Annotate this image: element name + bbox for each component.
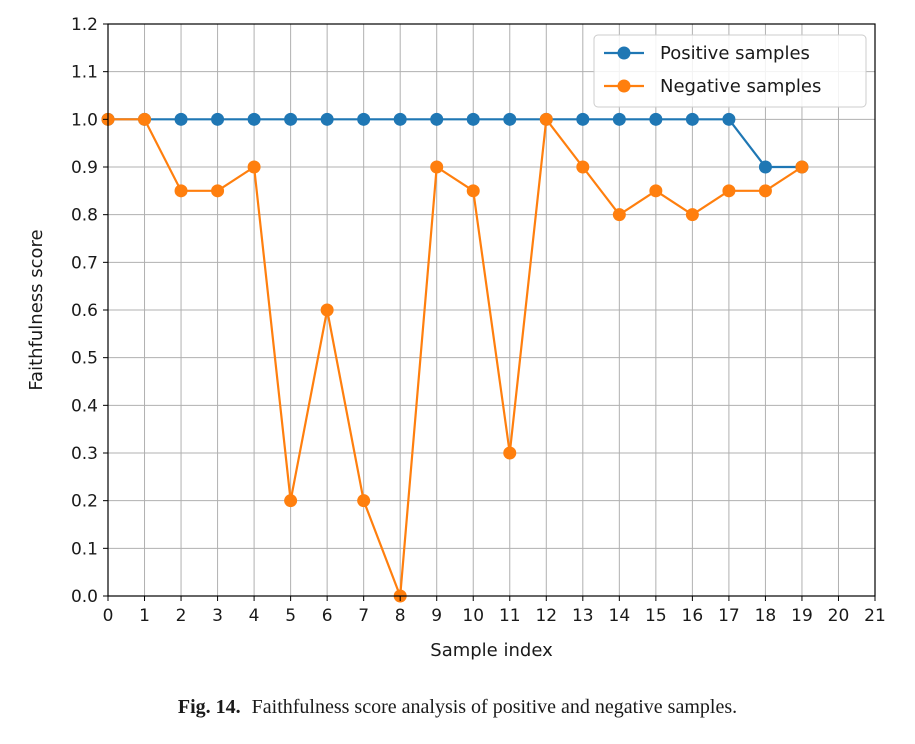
y-tick-label: 0.1 (71, 539, 98, 559)
x-tick-label: 21 (864, 606, 886, 626)
x-axis-label: Sample index (430, 640, 553, 661)
legend-label: Negative samples (660, 76, 821, 97)
x-tick-label: 18 (755, 606, 777, 626)
data-point (174, 112, 188, 126)
legend: Positive samples Negative samples (593, 34, 867, 108)
x-tick-label: 16 (682, 606, 704, 626)
x-tick-label: 2 (176, 606, 187, 626)
x-tick-label: 10 (462, 606, 484, 626)
data-point (211, 184, 225, 198)
series-line (108, 118, 802, 169)
caption-text: Faithfulness score analysis of positive … (251, 696, 738, 718)
x-tick-label: 9 (431, 606, 442, 626)
legend-box (593, 34, 867, 108)
y-tick-label: 0.4 (71, 396, 98, 416)
y-tick-label: 0.7 (71, 253, 98, 273)
ticks: 0 1 2 3 4 5 6 7 8 9 10 11 12 13 14 15 16 17 18 19 20 210.00.1… (71, 15, 886, 626)
series-negative (101, 112, 809, 603)
x-tick-label: 11 (499, 606, 521, 626)
data-point (320, 303, 334, 317)
x-tick-label: 4 (249, 606, 260, 626)
x-tick-label: 8 (395, 606, 406, 626)
x-tick-label: 15 (645, 606, 667, 626)
data-point (503, 112, 517, 126)
data-point (722, 184, 736, 198)
data-point (430, 160, 444, 174)
data-point (722, 112, 736, 126)
data-point (612, 112, 626, 126)
y-tick-label: 0.5 (71, 349, 98, 369)
data-point (211, 112, 225, 126)
data-point (466, 184, 480, 198)
data-point (138, 112, 152, 126)
series-layer (101, 112, 809, 603)
series-positive (101, 112, 809, 174)
y-tick-label: 0.9 (71, 158, 98, 178)
y-tick-label: 0.2 (71, 492, 98, 512)
x-tick-label: 1 (139, 606, 150, 626)
x-tick-label: 14 (609, 606, 631, 626)
data-point (612, 208, 626, 222)
legend-marker (617, 46, 631, 60)
data-point (284, 494, 298, 508)
data-point (576, 112, 590, 126)
x-tick-label: 0 (103, 606, 114, 626)
chart: 0 1 2 3 4 5 6 7 8 9 10 11 12 13 14 15 16 17 18 19 20 210.00.1… (26, 15, 886, 661)
data-point (174, 184, 188, 198)
data-point (649, 184, 663, 198)
x-tick-label: 3 (212, 606, 223, 626)
y-tick-label: 0.8 (71, 206, 98, 226)
x-tick-label: 7 (358, 606, 369, 626)
data-point (357, 494, 371, 508)
data-point (247, 160, 261, 174)
x-tick-label: 12 (535, 606, 557, 626)
data-point (576, 160, 590, 174)
data-point (503, 446, 517, 460)
data-point (649, 112, 663, 126)
y-tick-label: 1.2 (71, 15, 98, 35)
y-tick-label: 0.3 (71, 444, 98, 464)
figure-caption: Fig. 14. Faithfulness score analysis of … (0, 696, 915, 719)
y-axis-label: Faithfulness score (26, 229, 47, 390)
legend-marker (617, 79, 631, 93)
x-tick-label: 19 (791, 606, 813, 626)
legend-label: Positive samples (660, 43, 810, 64)
x-tick-label: 13 (572, 606, 594, 626)
x-tick-label: 20 (828, 606, 850, 626)
series-line (108, 116, 803, 597)
y-tick-label: 1.1 (71, 63, 98, 83)
data-point (393, 112, 407, 126)
data-point (284, 112, 298, 126)
data-point (685, 112, 699, 126)
caption-label: Fig. 14. (177, 696, 241, 718)
y-tick-label: 0.0 (71, 587, 98, 607)
data-point (685, 208, 699, 222)
data-point (466, 112, 480, 126)
data-point (357, 112, 371, 126)
data-point (247, 112, 261, 126)
grid (107, 23, 876, 597)
x-tick-label: 5 (285, 606, 296, 626)
data-point (758, 160, 772, 174)
y-tick-label: 1.0 (71, 110, 98, 130)
data-point (320, 112, 334, 126)
data-point (758, 184, 772, 198)
data-point (795, 160, 809, 174)
y-tick-label: 0.6 (71, 301, 98, 321)
data-point (539, 112, 553, 126)
data-point (430, 112, 444, 126)
x-tick-label: 6 (322, 606, 333, 626)
x-tick-label: 17 (718, 606, 740, 626)
